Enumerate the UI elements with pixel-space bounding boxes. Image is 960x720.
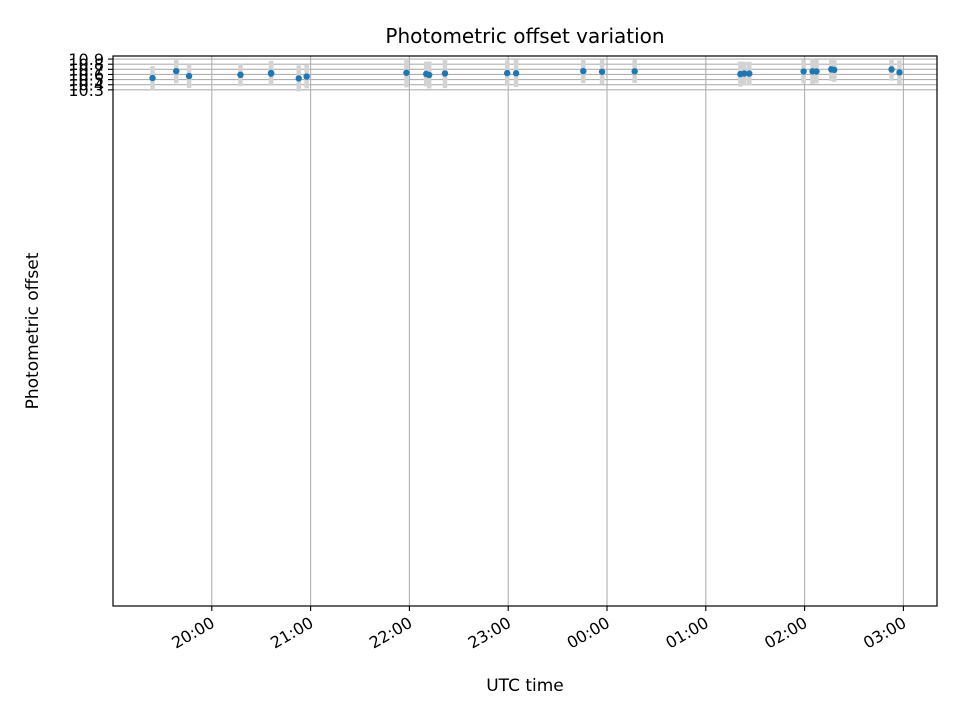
y-tick-label: 10.9 <box>68 50 104 69</box>
data-point <box>295 75 302 82</box>
y-tick-label: 10.4 <box>68 76 104 95</box>
data-point <box>598 68 606 75</box>
y-axis-title: Photometric offset <box>23 252 43 409</box>
data-point <box>149 74 156 82</box>
y-tick-label: 10.8 <box>68 55 104 74</box>
y-tick-label: 10.5 <box>68 71 104 90</box>
x-axis-title: UTC time <box>486 676 564 696</box>
data-points <box>149 66 903 82</box>
data-point <box>631 68 638 75</box>
data-point <box>580 67 587 75</box>
data-point <box>441 70 449 77</box>
chart-title: Photometric offset variation <box>385 24 664 48</box>
data-point <box>425 71 433 79</box>
data-point <box>800 68 807 75</box>
data-point <box>831 66 838 74</box>
data-point <box>403 69 410 76</box>
data-point <box>173 67 180 75</box>
data-point <box>237 71 244 79</box>
data-point <box>303 73 310 80</box>
y-tick-label: 10.7 <box>68 60 104 79</box>
y-tick-label: 10.6 <box>68 65 104 84</box>
plot-frame <box>112 55 938 607</box>
data-point <box>896 69 903 76</box>
data-point <box>504 69 511 77</box>
data-point <box>813 68 820 75</box>
y-axis: 10.310.410.510.610.710.810.9 <box>68 50 113 100</box>
grid <box>113 56 937 606</box>
data-point <box>185 72 193 80</box>
data-point <box>741 70 748 77</box>
data-point <box>267 70 275 77</box>
y-tick-label: 10.3 <box>68 81 104 100</box>
data-point <box>888 66 895 73</box>
data-point <box>746 70 753 77</box>
data-point <box>512 70 520 77</box>
